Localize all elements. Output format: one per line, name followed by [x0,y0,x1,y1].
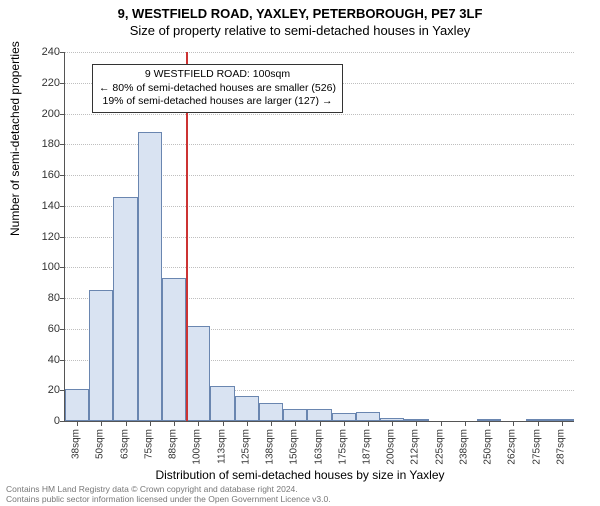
xtick-label: 125sqm [240,429,251,465]
xtick-label: 138sqm [265,429,276,465]
xtick-label: 275sqm [531,429,542,465]
xtick-label: 238sqm [458,429,469,465]
xtick-mark [538,421,539,426]
xtick-mark [441,421,442,426]
xtick-mark [320,421,321,426]
histogram-bar [259,403,283,421]
histogram-bar [356,412,380,421]
histogram-bar [89,290,113,421]
histogram-bar [210,386,234,421]
gridline [65,52,574,53]
histogram-bar [307,409,331,421]
xtick-mark [223,421,224,426]
xtick-mark [295,421,296,426]
chart-title-main: 9, WESTFIELD ROAD, YAXLEY, PETERBOROUGH,… [0,6,600,21]
ytick-label: 180 [26,138,60,150]
xtick-mark [465,421,466,426]
xtick-mark [174,421,175,426]
ytick-label: 20 [26,384,60,396]
xtick-label: 250sqm [483,429,494,465]
annotation-line: 9 WESTFIELD ROAD: 100sqm [99,68,336,82]
histogram-bar [113,197,137,421]
xtick-label: 50sqm [95,429,106,459]
gridline [65,114,574,115]
xtick-mark [101,421,102,426]
footer-attribution: Contains HM Land Registry data © Crown c… [6,484,331,504]
xtick-mark [562,421,563,426]
histogram-bar [283,409,307,421]
xtick-mark [344,421,345,426]
histogram-bar [186,326,210,421]
footer-line1: Contains HM Land Registry data © Crown c… [6,484,331,494]
ytick-label: 200 [26,108,60,120]
ytick-label: 220 [26,77,60,89]
xtick-mark [489,421,490,426]
ytick-mark [60,267,65,268]
ytick-label: 60 [26,323,60,335]
xtick-label: 88sqm [168,429,179,459]
xtick-mark [368,421,369,426]
chart-title-sub: Size of property relative to semi-detach… [0,23,600,38]
xtick-label: 187sqm [361,429,372,465]
ytick-mark [60,298,65,299]
xtick-mark [271,421,272,426]
histogram-bar [138,132,162,421]
xtick-label: 200sqm [386,429,397,465]
ytick-mark [60,421,65,422]
histogram-bar [65,389,89,421]
annotation-line: 19% of semi-detached houses are larger (… [99,95,336,109]
xtick-mark [392,421,393,426]
xtick-label: 63sqm [119,429,130,459]
ytick-mark [60,175,65,176]
ytick-label: 100 [26,261,60,273]
annotation-line: ← 80% of semi-detached houses are smalle… [99,82,336,96]
histogram-bar [332,413,356,421]
histogram-bar [162,278,186,421]
xtick-mark [513,421,514,426]
xtick-mark [77,421,78,426]
footer-line2: Contains public sector information licen… [6,494,331,504]
xtick-mark [150,421,151,426]
ytick-label: 0 [26,415,60,427]
ytick-mark [60,144,65,145]
y-axis-label: Number of semi-detached properties [8,41,22,236]
ytick-label: 140 [26,200,60,212]
ytick-mark [60,83,65,84]
x-axis-label: Distribution of semi-detached houses by … [0,468,600,482]
ytick-label: 240 [26,46,60,58]
xtick-label: 287sqm [555,429,566,465]
xtick-mark [247,421,248,426]
xtick-label: 163sqm [313,429,324,465]
ytick-label: 40 [26,354,60,366]
xtick-mark [198,421,199,426]
xtick-label: 175sqm [337,429,348,465]
annotation-box: 9 WESTFIELD ROAD: 100sqm← 80% of semi-de… [92,64,343,113]
ytick-mark [60,329,65,330]
xtick-mark [126,421,127,426]
xtick-label: 113sqm [216,429,227,464]
xtick-label: 212sqm [410,429,421,465]
ytick-mark [60,114,65,115]
ytick-label: 120 [26,231,60,243]
xtick-label: 100sqm [192,429,203,465]
ytick-mark [60,360,65,361]
xtick-label: 150sqm [289,429,300,465]
xtick-label: 262sqm [507,429,518,465]
ytick-mark [60,52,65,53]
histogram-bar [235,396,259,421]
xtick-label: 38sqm [71,429,82,459]
ytick-label: 160 [26,169,60,181]
xtick-label: 75sqm [143,429,154,459]
ytick-mark [60,237,65,238]
xtick-mark [416,421,417,426]
ytick-mark [60,206,65,207]
xtick-label: 225sqm [434,429,445,465]
ytick-label: 80 [26,292,60,304]
